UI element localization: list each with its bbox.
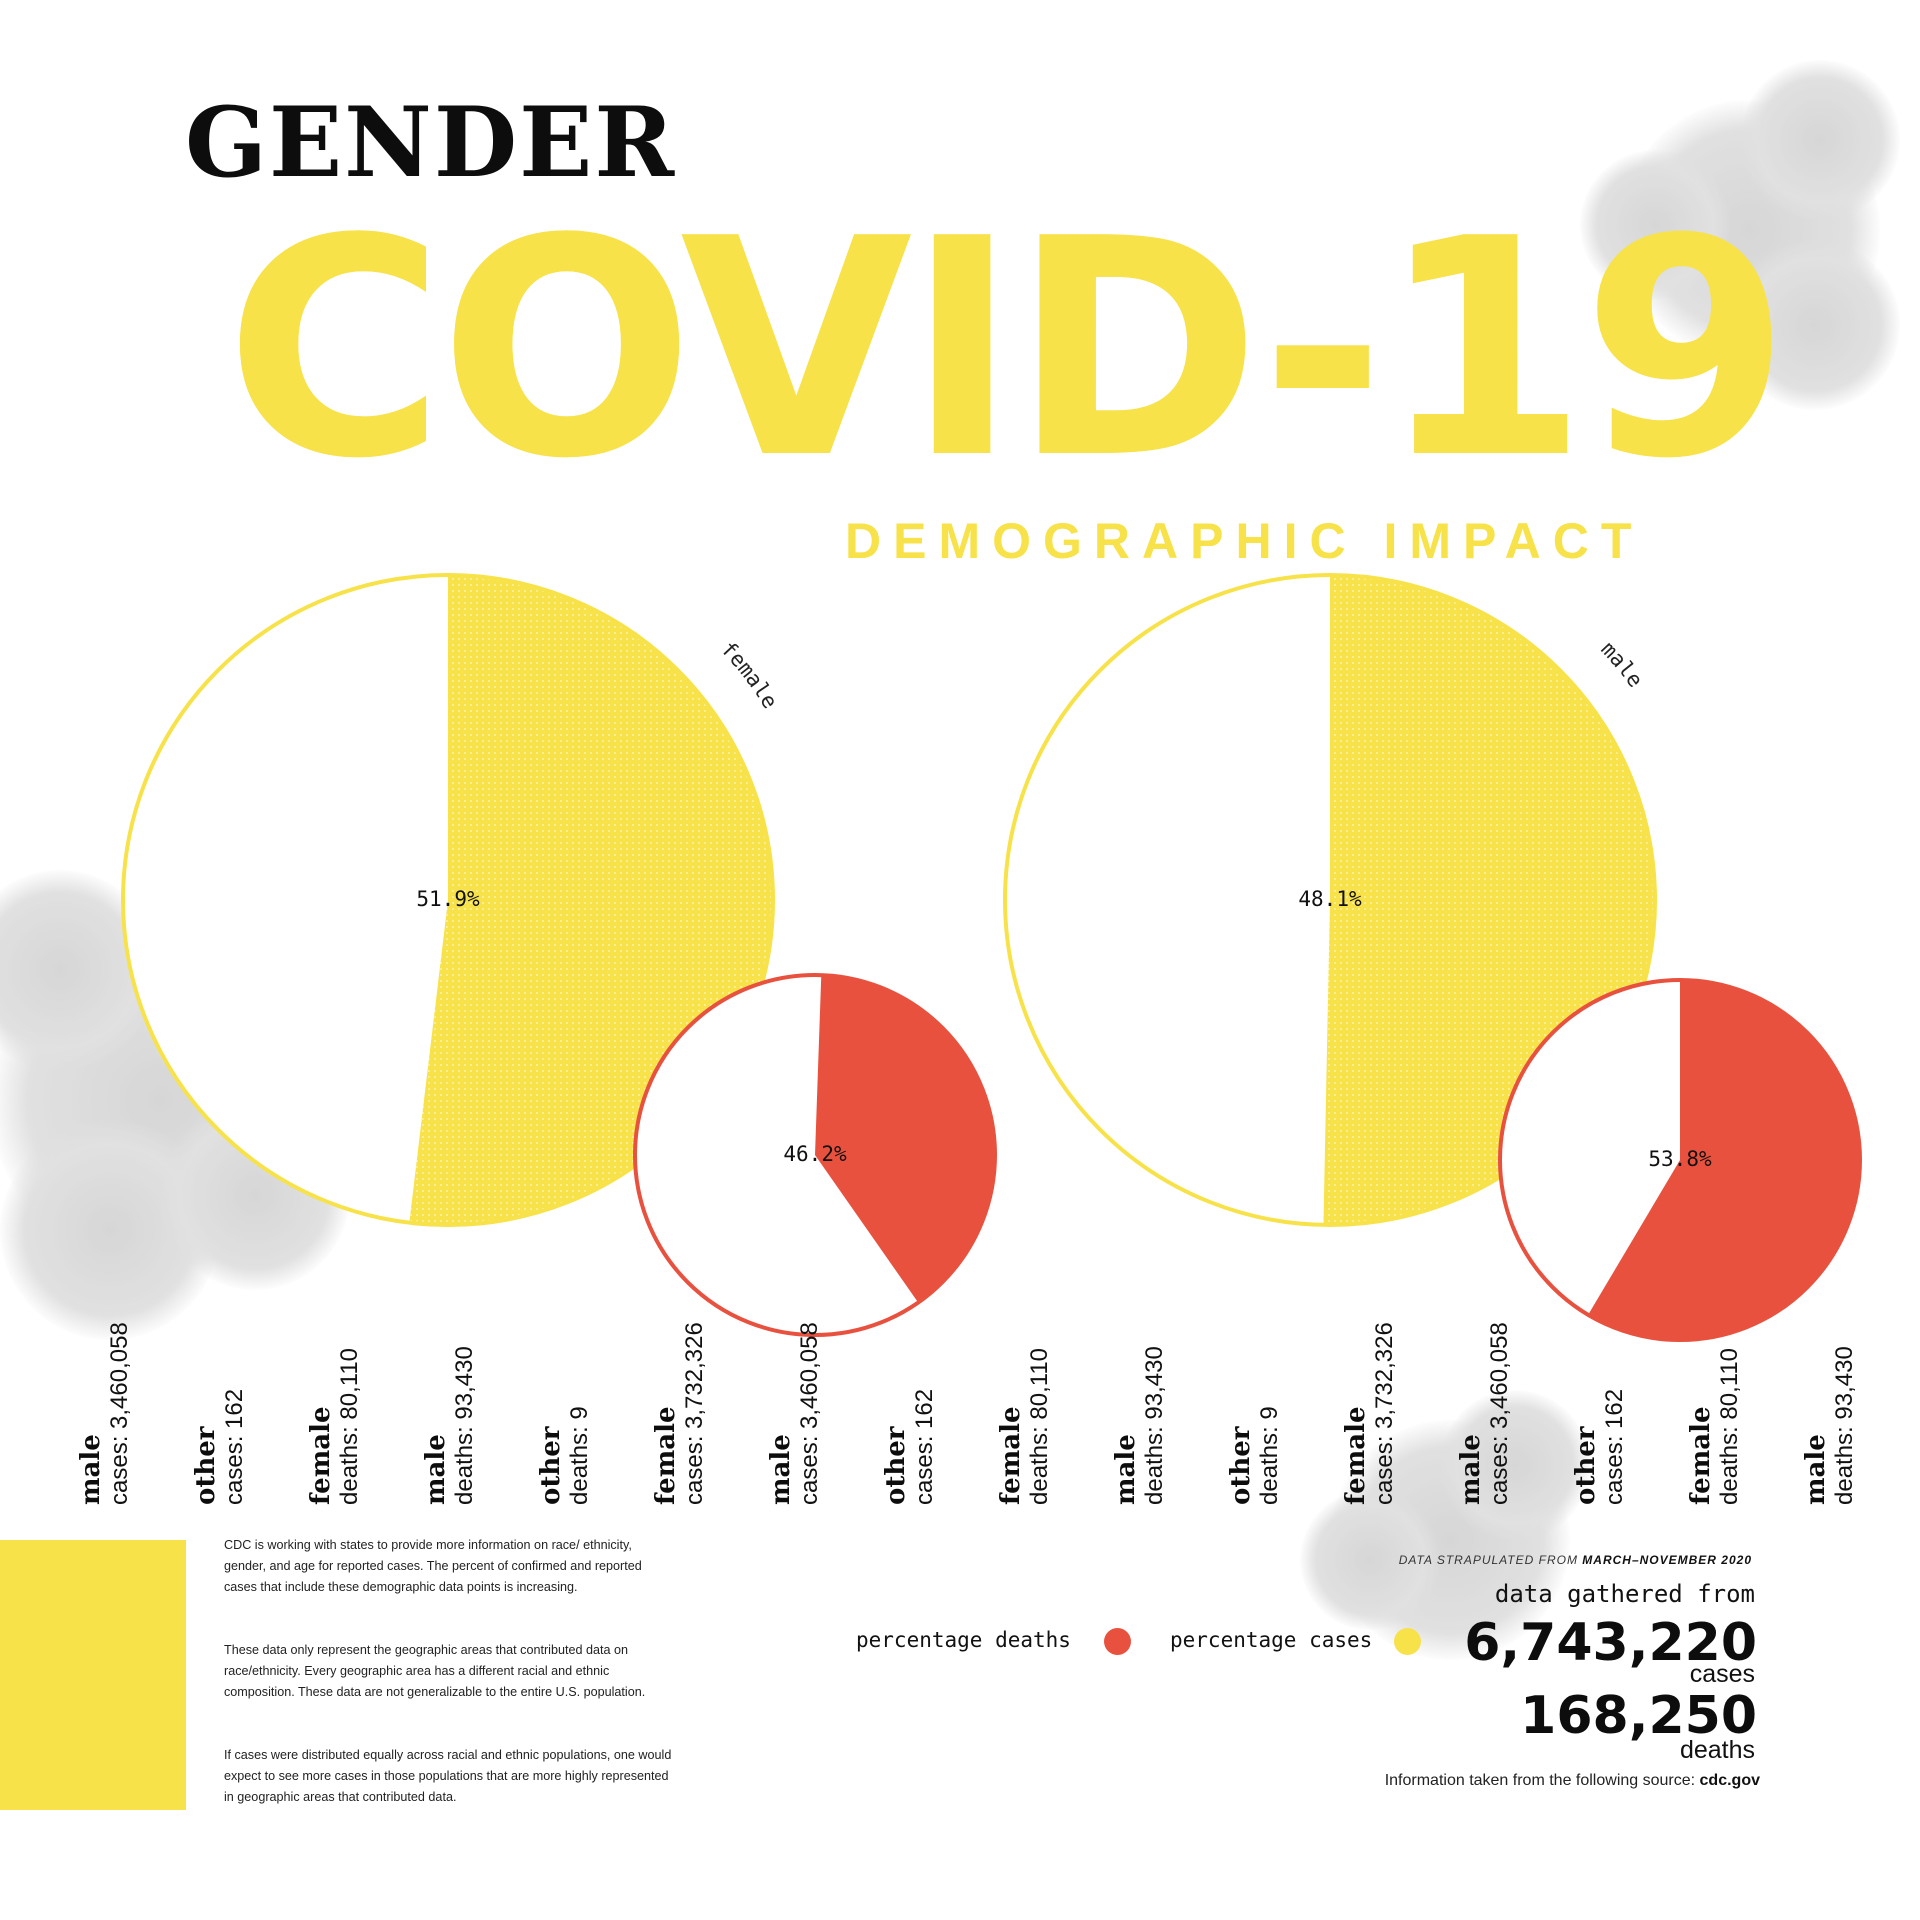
yellow-accent-block [0, 1540, 186, 1810]
stat-label-value: deaths: 9 [1256, 1406, 1283, 1505]
stat-label-category: other [881, 1426, 911, 1506]
stat-label-category: other [191, 1426, 221, 1506]
stat-label-value: deaths: 80,110 [336, 1347, 363, 1505]
stat-label-category: male [1111, 1434, 1141, 1505]
data-gathered-label: data gathered from [1494, 1580, 1755, 1608]
data-range-value: MARCH–NOVEMBER 2020 [1582, 1553, 1752, 1567]
stat-label-value: deaths: 80,110 [1026, 1347, 1053, 1505]
pie-outline [121, 573, 775, 1227]
legend-deaths-label: percentage deaths [856, 1628, 1071, 1652]
deaths-total: 168,250 [1520, 1686, 1757, 1746]
pie-percent-label: 51.9% [416, 887, 480, 911]
stat-label: other cases: 162 [881, 1145, 938, 1506]
pie-outline [1003, 573, 1657, 1227]
stat-label-category: other [1226, 1426, 1256, 1506]
virus-decoration-top-right [1580, 60, 1920, 410]
stat-label-value: cases: 162 [911, 1388, 938, 1505]
stat-label-value: cases: 3,732,326 [681, 1322, 708, 1505]
data-range: DATA STRAPULATED FROM MARCH–NOVEMBER 202… [1399, 1553, 1752, 1567]
stat-label-value: deaths: 9 [566, 1406, 593, 1505]
stat-label: female deaths: 80,110 [996, 1145, 1053, 1505]
stat-label-value: cases: 3,732,326 [1371, 1322, 1398, 1505]
stat-label-value: cases: 162 [1601, 1388, 1628, 1505]
page-subtitle: DEMOGRAPHIC IMPACT [845, 513, 1644, 569]
stat-label: other cases: 162 [191, 1145, 248, 1506]
virus-decoration-bottom [1300, 1390, 1600, 1690]
stat-label-category: female [1341, 1406, 1371, 1505]
source-line: Information taken from the following sou… [1385, 1772, 1760, 1790]
pie-outline [1498, 978, 1862, 1342]
stat-label: male deaths: 93,430 [421, 1145, 478, 1505]
stat-label-value: cases: 3,460,058 [1486, 1322, 1513, 1505]
cases-unit: cases [1689, 1660, 1755, 1688]
cases-total: 6,743,220 [1464, 1613, 1757, 1673]
stat-label: female deaths: 80,110 [306, 1145, 363, 1505]
deaths-unit: deaths [1679, 1736, 1755, 1764]
legend-deaths-dot [1104, 1628, 1131, 1655]
pie-percent-label: 46.2% [783, 1142, 847, 1166]
page-title-covid: COVID-19 [225, 175, 1791, 524]
pie-label-male: male [1596, 637, 1647, 692]
page-title-gender: GENDER [185, 86, 677, 199]
stat-label-value: deaths: 80,110 [1716, 1347, 1743, 1505]
stat-label-value: cases: 162 [221, 1388, 248, 1505]
stat-label-category: female [306, 1406, 336, 1505]
stat-label: other deaths: 9 [1226, 1145, 1283, 1506]
stat-label-value: deaths: 93,430 [1141, 1346, 1168, 1505]
source-prefix: Information taken from the following sou… [1384, 1772, 1696, 1789]
stat-label-value: cases: 3,460,058 [796, 1322, 823, 1505]
stat-label-category: male [1456, 1434, 1486, 1505]
stat-label: female deaths: 80,110 [1686, 1145, 1743, 1505]
stat-label-value: cases: 3,460,058 [106, 1322, 133, 1505]
pie-percent-label: 48.1% [1298, 887, 1362, 911]
note-paragraph-2: These data only represent the geographic… [224, 1643, 646, 1699]
stat-label-category: other [1571, 1426, 1601, 1506]
stat-label: male deaths: 93,430 [1801, 1145, 1858, 1505]
source-link[interactable]: cdc.gov [1699, 1772, 1760, 1789]
stat-label: female cases: 3,732,326 [1341, 1145, 1398, 1505]
stat-label: other cases: 162 [1571, 1145, 1628, 1506]
stat-label: male cases: 3,460,058 [76, 1145, 133, 1505]
note-paragraph-3: If cases were distributed equally across… [224, 1748, 672, 1804]
pie-percent-label: 53.8% [1648, 1147, 1712, 1171]
stat-label-category: male [76, 1434, 106, 1505]
stat-label-category: male [1801, 1434, 1831, 1505]
pie-slice-deaths [815, 975, 996, 1303]
stat-label-category: male [766, 1434, 796, 1505]
legend-cases-label: percentage cases [1170, 1628, 1373, 1652]
stat-label: other deaths: 9 [536, 1145, 593, 1506]
stat-label: male deaths: 93,430 [1111, 1145, 1168, 1505]
pie-label-female: female [716, 637, 782, 713]
pie-outline [633, 973, 997, 1337]
note-paragraph-1: CDC is working with states to provide mo… [224, 1538, 642, 1594]
stat-label: female cases: 3,732,326 [651, 1145, 708, 1505]
page-title-covid-shadow: COVID-19 [225, 200, 1791, 500]
stat-label-category: other [536, 1426, 566, 1506]
legend-cases-dot [1394, 1628, 1421, 1655]
stat-label: male cases: 3,460,058 [1456, 1145, 1513, 1505]
data-range-prefix: DATA STRAPULATED FROM [1398, 1553, 1578, 1567]
stat-label-value: deaths: 93,430 [1831, 1346, 1858, 1505]
stat-label-value: deaths: 93,430 [451, 1346, 478, 1505]
pie-slice-deaths [1588, 980, 1860, 1340]
stat-label-category: female [996, 1406, 1026, 1505]
stat-label-category: female [651, 1406, 681, 1505]
stat-label: male cases: 3,460,058 [766, 1145, 823, 1505]
stat-label-category: male [421, 1434, 451, 1505]
stat-label-category: female [1686, 1406, 1716, 1505]
